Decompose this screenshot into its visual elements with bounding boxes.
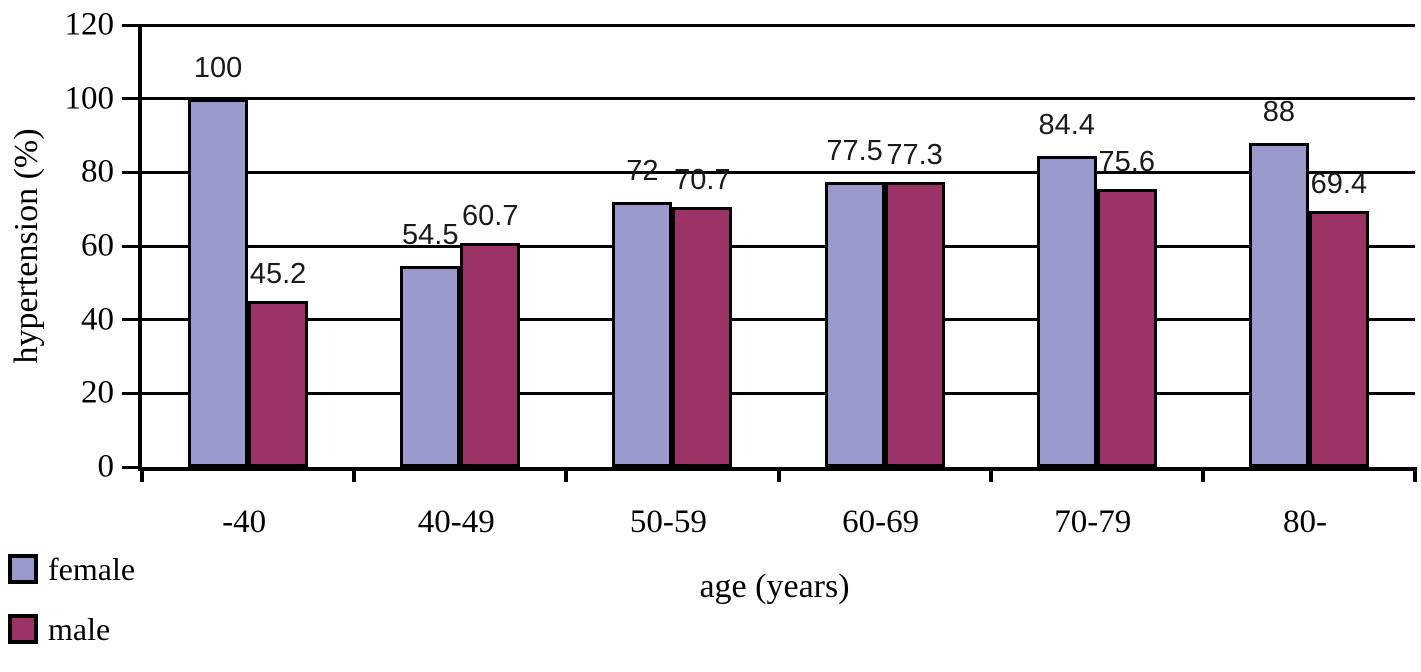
x-axis-labels: -40 40-49 50-59 60-69 70-79 80- <box>138 506 1411 539</box>
bar-male-60-69 <box>884 182 945 467</box>
bar-label-male-70-79: 75.6 <box>1098 145 1155 178</box>
bar-group-40-49: 54.5 60.7 <box>354 25 566 467</box>
bar-group--40: 100 45.2 <box>142 25 354 467</box>
legend-item-female: female <box>8 552 135 586</box>
gridline-40 <box>142 318 1415 322</box>
x-tick-1 <box>352 467 357 482</box>
gridline-80 <box>142 170 1415 174</box>
bar-female-60-69 <box>824 181 885 467</box>
bar-group-80-: 88 69.4 <box>1203 25 1415 467</box>
x-tick-4 <box>988 467 993 482</box>
gridline-100 <box>142 97 1415 101</box>
bar-group-50-59: 72 70.7 <box>566 25 778 467</box>
bar-group-60-69: 77.5 77.3 <box>779 25 991 467</box>
plot-area: 100 45.2 54.5 60.7 72 70.7 77.5 77.3 84.4 75.6 88 6… <box>122 23 1417 482</box>
bar-label-female--40: 100 <box>193 51 243 84</box>
gridline-20 <box>142 391 1415 395</box>
y-tick-label-100: 100 <box>64 80 115 117</box>
gridline-120 <box>142 23 1415 27</box>
bar-label-male-80-: 69.4 <box>1310 168 1368 201</box>
y-tick-label-120: 120 <box>64 6 115 43</box>
x-category-label-50-59: 50-59 <box>629 504 707 540</box>
x-category-label-80-: 80- <box>1282 504 1327 540</box>
bar-male--40 <box>248 300 309 467</box>
bar-male-70-79 <box>1096 188 1157 467</box>
x-category-label-40-49: 40-49 <box>417 504 495 540</box>
y-tick-20 <box>122 391 142 395</box>
legend-label-female: female <box>48 551 136 587</box>
bar-male-40-49 <box>460 243 521 467</box>
y-tick-label-80: 80 <box>81 153 114 190</box>
male-swatch-icon <box>8 614 38 644</box>
x-tick-5 <box>1200 467 1205 482</box>
x-tick-0 <box>140 467 144 482</box>
bar-group-70-79: 84.4 75.6 <box>991 25 1203 467</box>
bar-label-female-40-49: 54.5 <box>402 219 459 252</box>
bar-label-male-60-69: 77.3 <box>886 139 943 172</box>
y-tick-40 <box>122 318 142 322</box>
x-axis-title: age (years) <box>699 568 850 605</box>
bar-label-female-80-: 88 <box>1262 95 1296 128</box>
bar-female-40-49 <box>400 266 461 467</box>
bar-label-male-50-59: 70.7 <box>674 163 731 196</box>
gridline-60 <box>142 244 1415 248</box>
bar-label-female-50-59: 72 <box>626 154 659 187</box>
y-tick-label-60: 60 <box>81 227 114 264</box>
bar-label-male--40: 45.2 <box>249 257 307 290</box>
x-category-label-60-69: 60-69 <box>842 504 920 540</box>
y-tick-80 <box>122 170 142 174</box>
bar-female-50-59 <box>612 201 673 467</box>
bar-male-50-59 <box>672 206 733 467</box>
x-tick-6 <box>1413 467 1417 482</box>
legend-item-male: male <box>8 612 135 646</box>
bar-label-female-60-69: 77.5 <box>826 134 883 167</box>
legend-label-male: male <box>48 611 111 647</box>
y-tick-0 <box>122 465 142 469</box>
x-category-label--40: -40 <box>222 504 267 540</box>
y-tick-100 <box>122 97 142 101</box>
bar-label-female-70-79: 84.4 <box>1038 109 1095 142</box>
x-tick-2 <box>564 467 569 482</box>
female-swatch-icon <box>8 554 38 584</box>
bar-female--40 <box>188 98 249 467</box>
y-tick-label-40: 40 <box>81 301 114 338</box>
y-axis-labels: 0 20 40 60 80 100 120 <box>0 8 115 483</box>
y-tick-label-0: 0 <box>97 448 115 485</box>
legend: female male <box>8 552 135 672</box>
bar-female-80- <box>1248 142 1309 467</box>
x-tick-3 <box>776 467 781 482</box>
y-tick-60 <box>122 244 142 248</box>
bar-label-male-40-49: 60.7 <box>462 200 519 233</box>
bar-male-80- <box>1308 211 1369 467</box>
x-category-label-70-79: 70-79 <box>1054 504 1132 540</box>
y-tick-label-20: 20 <box>81 374 114 411</box>
y-tick-120 <box>122 23 142 27</box>
bar-female-70-79 <box>1036 156 1097 467</box>
